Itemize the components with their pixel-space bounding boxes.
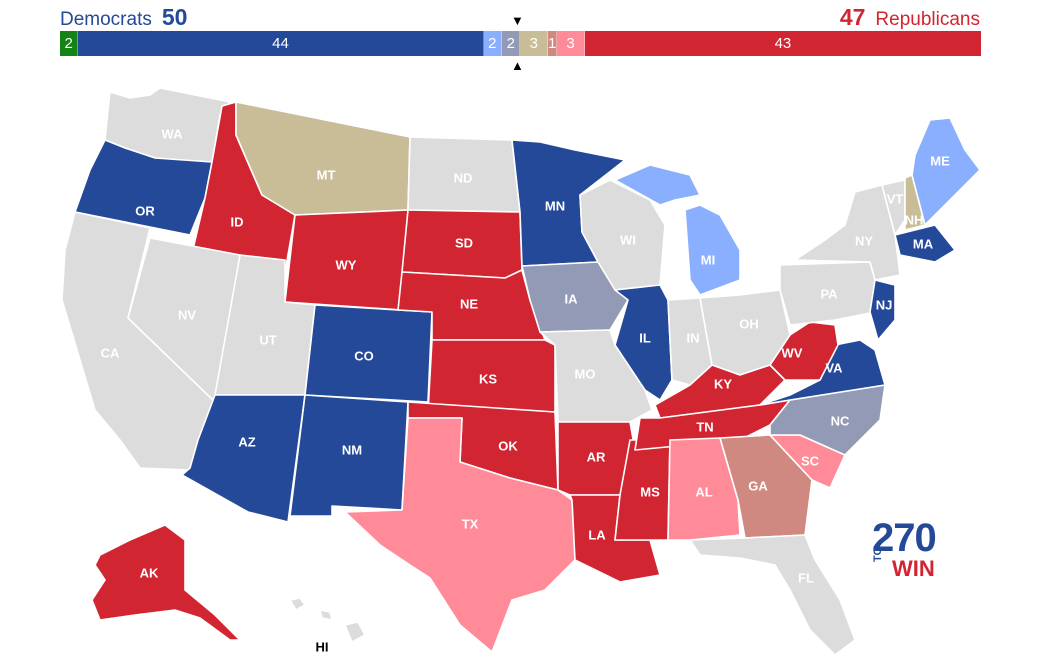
seat-segment: 3 bbox=[520, 31, 549, 56]
state-label-ND: ND bbox=[454, 170, 473, 185]
state-label-UT: UT bbox=[259, 332, 276, 347]
state-label-AZ: AZ bbox=[238, 434, 255, 449]
seat-segment: 44 bbox=[78, 31, 484, 56]
state-label-SC: SC bbox=[801, 453, 820, 468]
state-label-MI: MI bbox=[701, 252, 715, 267]
state-MO[interactable] bbox=[539, 329, 653, 423]
state-label-NM: NM bbox=[342, 442, 362, 457]
logo-win: WIN bbox=[892, 556, 935, 581]
state-label-NC: NC bbox=[831, 413, 850, 428]
state-label-LA: LA bbox=[588, 527, 606, 542]
republicans-header: 47 Republicans bbox=[840, 4, 980, 30]
state-label-NV: NV bbox=[178, 307, 196, 322]
state-label-ME: ME bbox=[930, 153, 950, 168]
state-TX[interactable] bbox=[344, 417, 576, 653]
state-label-MA: MA bbox=[913, 236, 934, 251]
seat-segment: 1 bbox=[548, 31, 558, 56]
state-WV[interactable] bbox=[769, 321, 839, 381]
state-label-WA: WA bbox=[162, 126, 184, 141]
state-label-PA: PA bbox=[820, 286, 838, 301]
state-label-VT: VT bbox=[887, 191, 904, 206]
state-MA[interactable] bbox=[894, 224, 956, 263]
us-senate-map: WA OR CA ID NV MT WY UT AZ CO NM ND SD N… bbox=[61, 87, 981, 656]
state-MI[interactable] bbox=[614, 164, 741, 296]
republicans-total: 47 bbox=[839, 4, 866, 30]
state-label-MN: MN bbox=[545, 198, 565, 213]
seat-segment: 3 bbox=[557, 31, 585, 56]
state-label-OR: OR bbox=[135, 203, 155, 218]
state-IL[interactable] bbox=[614, 284, 673, 401]
democrats-total: 50 bbox=[161, 4, 188, 30]
state-label-CA: CA bbox=[101, 345, 120, 360]
state-label-SD: SD bbox=[455, 235, 473, 250]
seat-segment: 43 bbox=[584, 31, 981, 56]
state-NJ[interactable] bbox=[869, 279, 896, 341]
state-label-NJ: NJ bbox=[876, 297, 893, 312]
state-label-KS: KS bbox=[479, 371, 497, 386]
state-label-OH: OH bbox=[739, 316, 759, 331]
state-label-IN: IN bbox=[687, 330, 700, 345]
state-label-GA: GA bbox=[748, 478, 768, 493]
state-label-WI: WI bbox=[620, 232, 636, 247]
majority-marker-bottom-icon: ▲ bbox=[511, 58, 524, 73]
state-label-MT: MT bbox=[317, 167, 336, 182]
state-label-HI: HI bbox=[316, 639, 329, 654]
logo-number: 270 bbox=[872, 516, 937, 560]
majority-marker-top-icon: ▼ bbox=[511, 13, 524, 28]
democrats-header: Democrats 50 bbox=[60, 4, 187, 30]
state-label-KY: KY bbox=[714, 376, 732, 391]
state-label-FL: FL bbox=[798, 570, 814, 585]
state-AK[interactable] bbox=[91, 524, 241, 641]
state-label-AL: AL bbox=[695, 484, 712, 499]
democrats-label: Democrats bbox=[60, 9, 152, 30]
state-HI[interactable] bbox=[289, 597, 366, 643]
state-label-MO: MO bbox=[575, 366, 596, 381]
state-VA[interactable] bbox=[759, 339, 886, 406]
state-label-IL: IL bbox=[639, 330, 651, 345]
state-label-TX: TX bbox=[462, 516, 479, 531]
seat-segment: 2 bbox=[60, 31, 79, 56]
state-label-ID: ID bbox=[231, 214, 244, 229]
state-label-WY: WY bbox=[336, 257, 357, 272]
seat-segment: 2 bbox=[502, 31, 521, 56]
state-KS[interactable] bbox=[427, 339, 556, 413]
state-label-NH: NH bbox=[905, 212, 924, 227]
270towin-logo[interactable]: 270 TO WIN bbox=[872, 516, 944, 580]
state-label-AR: AR bbox=[587, 449, 606, 464]
state-label-NY: NY bbox=[855, 233, 873, 248]
state-label-WV: WV bbox=[782, 345, 803, 360]
state-label-OK: OK bbox=[498, 438, 518, 453]
state-FL[interactable] bbox=[689, 534, 856, 656]
logo-to: TO bbox=[872, 546, 884, 562]
state-label-TN: TN bbox=[696, 419, 713, 434]
state-label-CO: CO bbox=[354, 348, 374, 363]
seat-segment: 2 bbox=[483, 31, 503, 56]
state-label-IA: IA bbox=[565, 291, 579, 306]
state-label-MS: MS bbox=[640, 484, 660, 499]
seat-balance-bar: 2 44 2 2 3 1 3 43 bbox=[60, 31, 981, 56]
state-label-VA: VA bbox=[825, 360, 843, 375]
state-label-AK: AK bbox=[140, 565, 159, 580]
republicans-label: Republicans bbox=[875, 9, 980, 30]
state-ME[interactable] bbox=[911, 117, 981, 226]
state-label-NE: NE bbox=[460, 296, 478, 311]
